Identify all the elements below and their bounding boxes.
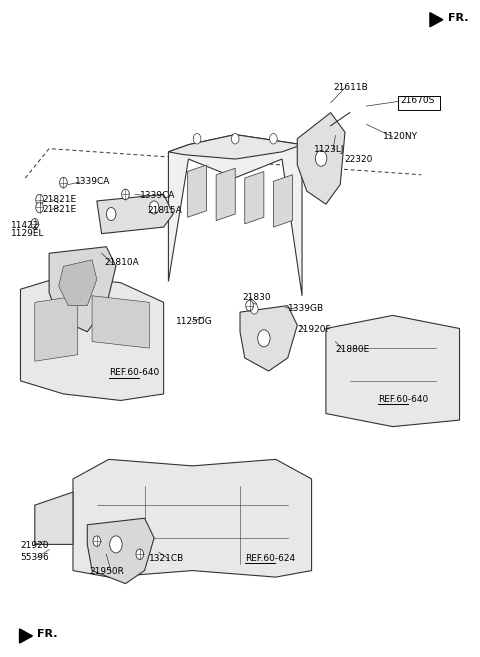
Text: 21920: 21920 [21,541,49,550]
Text: 1129EL: 1129EL [11,229,45,238]
Circle shape [93,536,101,547]
Polygon shape [49,247,116,332]
Circle shape [315,150,327,166]
Polygon shape [92,296,149,348]
Text: 1120NY: 1120NY [383,132,418,141]
Text: 21810A: 21810A [104,258,139,267]
Polygon shape [188,165,206,217]
Circle shape [270,133,277,144]
Text: 22320: 22320 [344,155,372,164]
Circle shape [246,300,253,311]
Polygon shape [21,276,164,401]
Polygon shape [168,135,302,296]
Text: 21815A: 21815A [147,206,182,215]
Text: 11422: 11422 [11,221,39,231]
FancyBboxPatch shape [398,96,441,110]
Text: 21821E: 21821E [42,195,76,204]
Polygon shape [87,518,154,583]
Polygon shape [297,112,345,204]
Text: 21611B: 21611B [333,83,368,92]
Polygon shape [240,306,297,371]
Polygon shape [59,260,97,306]
Polygon shape [97,194,173,234]
Circle shape [36,194,43,205]
Polygon shape [274,175,292,227]
Polygon shape [168,135,302,159]
Polygon shape [35,296,78,361]
Polygon shape [430,12,443,27]
Text: 1321CB: 1321CB [149,555,185,563]
Text: 21830: 21830 [242,292,271,302]
Text: FR.: FR. [447,12,468,23]
Polygon shape [35,492,73,545]
Text: FR.: FR. [37,629,58,639]
Text: 21920F: 21920F [297,325,331,334]
Text: REF.60-624: REF.60-624 [245,555,295,563]
Text: 21880E: 21880E [336,345,370,354]
Text: 21670S: 21670S [400,97,434,105]
Circle shape [121,189,129,200]
Circle shape [231,133,239,144]
Polygon shape [20,629,33,643]
Polygon shape [216,168,235,221]
Text: REF.60-640: REF.60-640 [378,395,429,403]
Text: 21821E: 21821E [42,205,76,214]
Circle shape [31,219,38,229]
Text: 1339CA: 1339CA [75,177,111,187]
Circle shape [136,549,144,560]
Text: 1125DG: 1125DG [176,317,212,327]
Circle shape [60,177,67,188]
Polygon shape [245,171,264,224]
Text: 1339GB: 1339GB [288,304,324,313]
Circle shape [258,330,270,347]
Polygon shape [73,459,312,577]
Circle shape [251,304,258,314]
Circle shape [107,208,116,221]
Circle shape [110,536,122,553]
Text: 1123LJ: 1123LJ [314,145,345,154]
Circle shape [36,202,43,213]
Text: 21950R: 21950R [90,568,124,576]
Text: 55396: 55396 [21,553,49,562]
Polygon shape [326,315,459,426]
Text: 1339CA: 1339CA [140,191,175,200]
Circle shape [149,201,159,214]
Text: REF.60-640: REF.60-640 [109,369,159,378]
Circle shape [193,133,201,144]
